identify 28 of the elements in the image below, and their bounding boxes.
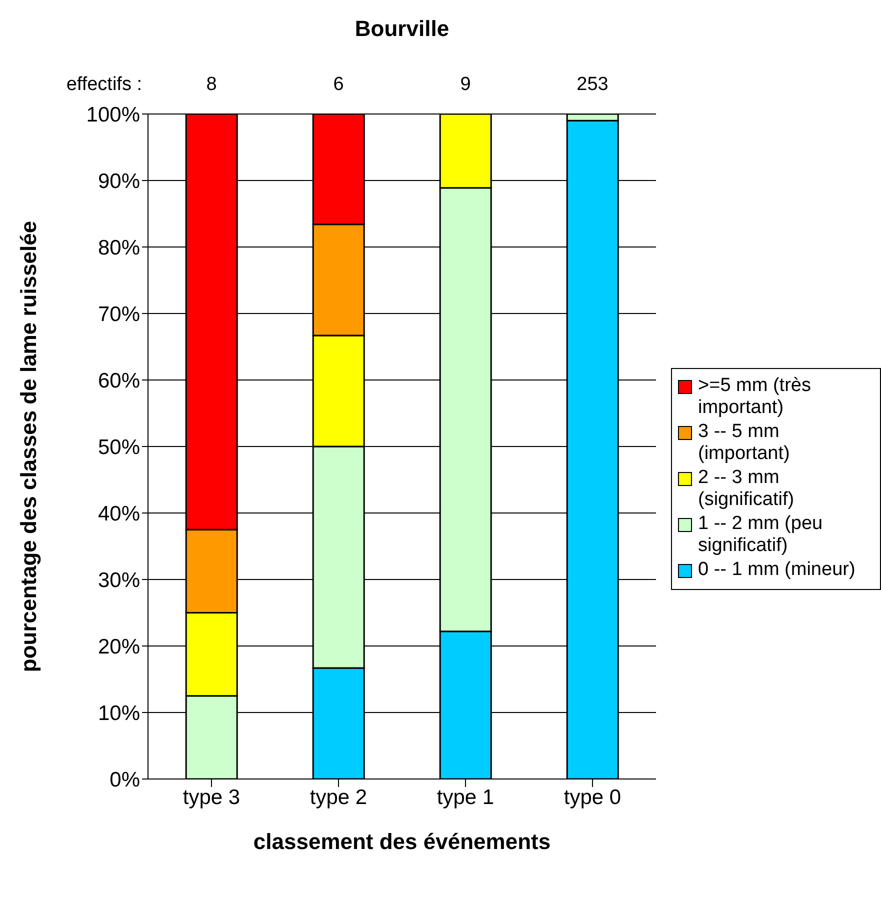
y-axis-title: pourcentage des classes de lame ruisselée: [16, 220, 41, 672]
text: 9: [459, 74, 472, 96]
y-tick-label: 40%: [98, 502, 140, 526]
y-tick-label: 50%: [98, 436, 140, 459]
legend-label: 1 -- 2 mm (peu significatif): [698, 513, 824, 557]
x-tick-label: type 3: [182, 786, 240, 809]
y-tick-label: 10%: [98, 702, 140, 725]
y-tick-label: 90%: [98, 170, 140, 193]
y-tick-label: 30%: [98, 568, 140, 592]
x-tick-label: type 2: [310, 786, 368, 809]
y-tick-label: 100%: [86, 103, 140, 126]
text: 253: [576, 74, 610, 96]
y-tick-label: 60%: [98, 369, 140, 392]
y-tick-label: 20%: [98, 635, 140, 658]
text: effectifs :: [65, 74, 142, 96]
y-tick-label: 0%: [110, 768, 140, 792]
legend-label: 3 -- 5 mm (important): [698, 421, 791, 465]
legend-label: >=5 mm (très important): [698, 375, 812, 419]
x-axis-title: classement des événements: [253, 829, 551, 854]
text: 8: [205, 74, 218, 96]
legend-label: 0 -- 1 mm (mineur): [698, 559, 856, 581]
y-tick-label: 80%: [98, 236, 140, 260]
chart-title: Bourville: [354, 16, 450, 42]
x-tick-label: type 0: [564, 786, 622, 809]
x-tick-label: type 1: [436, 786, 494, 809]
y-tick-label: 70%: [98, 302, 140, 326]
text: 6: [332, 74, 345, 96]
legend-label: 2 -- 3 mm (significatif): [698, 467, 796, 511]
